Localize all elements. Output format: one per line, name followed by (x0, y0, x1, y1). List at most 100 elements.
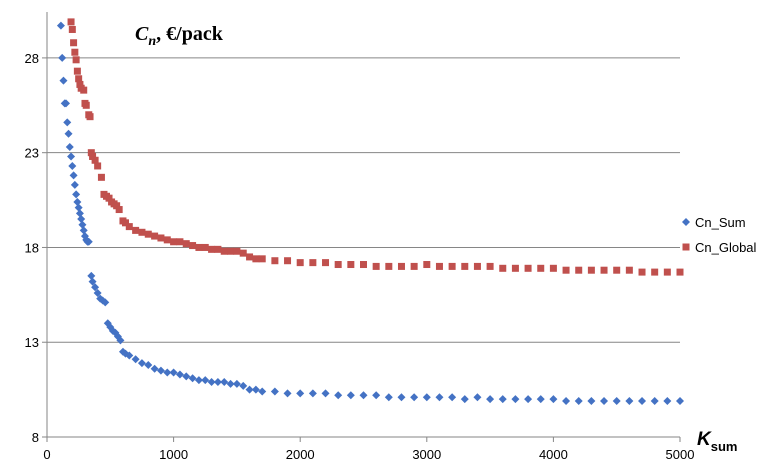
data-point (156, 366, 165, 375)
data-point (461, 262, 469, 270)
data-point (676, 396, 684, 405)
data-point (201, 376, 210, 385)
data-point (101, 298, 110, 307)
y-axis-label: Cn, €/pack (135, 23, 224, 49)
data-point (239, 249, 247, 257)
data-point (208, 245, 216, 253)
data-point (132, 226, 140, 234)
data-point (296, 389, 305, 398)
data-point (511, 395, 520, 404)
data-point (239, 381, 248, 390)
data-point (372, 391, 381, 400)
legend-marker (682, 243, 690, 251)
y-tick-label: 13 (25, 335, 39, 350)
data-point (625, 266, 633, 274)
data-point (410, 393, 419, 402)
data-point (309, 259, 317, 267)
data-point (214, 245, 222, 253)
y-tick-label: 23 (25, 146, 39, 161)
data-point (157, 234, 165, 242)
data-point (227, 247, 235, 255)
data-point (91, 283, 100, 292)
data-point (182, 372, 191, 381)
data-point (587, 266, 595, 274)
data-point (97, 173, 105, 181)
x-tick-label: 4000 (539, 447, 568, 462)
data-point (70, 180, 79, 189)
data-point (169, 368, 178, 377)
data-point (498, 395, 507, 404)
data-point (63, 118, 72, 127)
data-point (137, 359, 146, 368)
data-point (68, 161, 77, 170)
x-axis-label-var: K (697, 429, 712, 450)
data-point (322, 259, 330, 267)
data-point (182, 240, 190, 248)
data-point (77, 215, 86, 224)
data-point (574, 396, 583, 405)
data-point (226, 379, 235, 388)
data-point (80, 86, 88, 94)
data-point (663, 268, 671, 276)
data-point (258, 387, 267, 396)
data-point (612, 396, 621, 405)
data-point (74, 203, 83, 212)
data-point (251, 385, 260, 394)
data-point (245, 385, 254, 394)
data-point (82, 101, 90, 109)
data-point (625, 396, 634, 405)
data-point (79, 226, 88, 235)
data-point (460, 395, 469, 404)
data-point (600, 266, 608, 274)
data-point (448, 262, 456, 270)
legend-label: Cn_Sum (695, 215, 746, 230)
data-point (638, 396, 647, 405)
data-point (115, 206, 123, 214)
legend-item: Cn_Sum (682, 215, 746, 230)
data-point (384, 393, 393, 402)
data-point (486, 262, 494, 270)
data-point (359, 391, 368, 400)
data-point (144, 360, 153, 369)
data-point (72, 56, 80, 64)
data-point (232, 379, 241, 388)
data-point (87, 149, 95, 157)
data-point (422, 393, 431, 402)
data-point (473, 262, 481, 270)
x-axis-label-sub: sum (711, 439, 738, 454)
data-point (435, 393, 444, 402)
x-tick-labels: 0 1000 2000 3000 4000 5000 (43, 437, 694, 462)
data-point (76, 80, 84, 88)
data-point (175, 370, 184, 379)
data-point (94, 162, 102, 170)
data-point (86, 113, 94, 121)
y-tick-label: 8 (32, 430, 39, 445)
data-point (252, 255, 260, 263)
data-point (284, 257, 292, 265)
data-point (75, 209, 84, 218)
data-point (613, 266, 621, 274)
data-point (67, 152, 76, 161)
data-point (75, 75, 83, 83)
data-point (524, 264, 532, 272)
series-cn-sum (56, 21, 684, 405)
data-point (575, 266, 583, 274)
x-tick-label: 5000 (666, 447, 695, 462)
data-point (213, 378, 222, 387)
data-point (67, 18, 75, 26)
gridlines (47, 57, 680, 343)
data-point (70, 39, 78, 47)
data-point (511, 264, 519, 272)
data-point (524, 395, 533, 404)
data-point (64, 129, 73, 138)
x-axis-label: Ksum (697, 429, 737, 454)
data-point (220, 378, 229, 387)
x-tick-label: 2000 (286, 447, 315, 462)
data-point (473, 393, 482, 402)
data-point (296, 259, 304, 267)
data-point (72, 190, 81, 199)
data-point (549, 264, 557, 272)
data-point (84, 237, 93, 246)
data-point (334, 391, 343, 400)
data-point (448, 393, 457, 402)
